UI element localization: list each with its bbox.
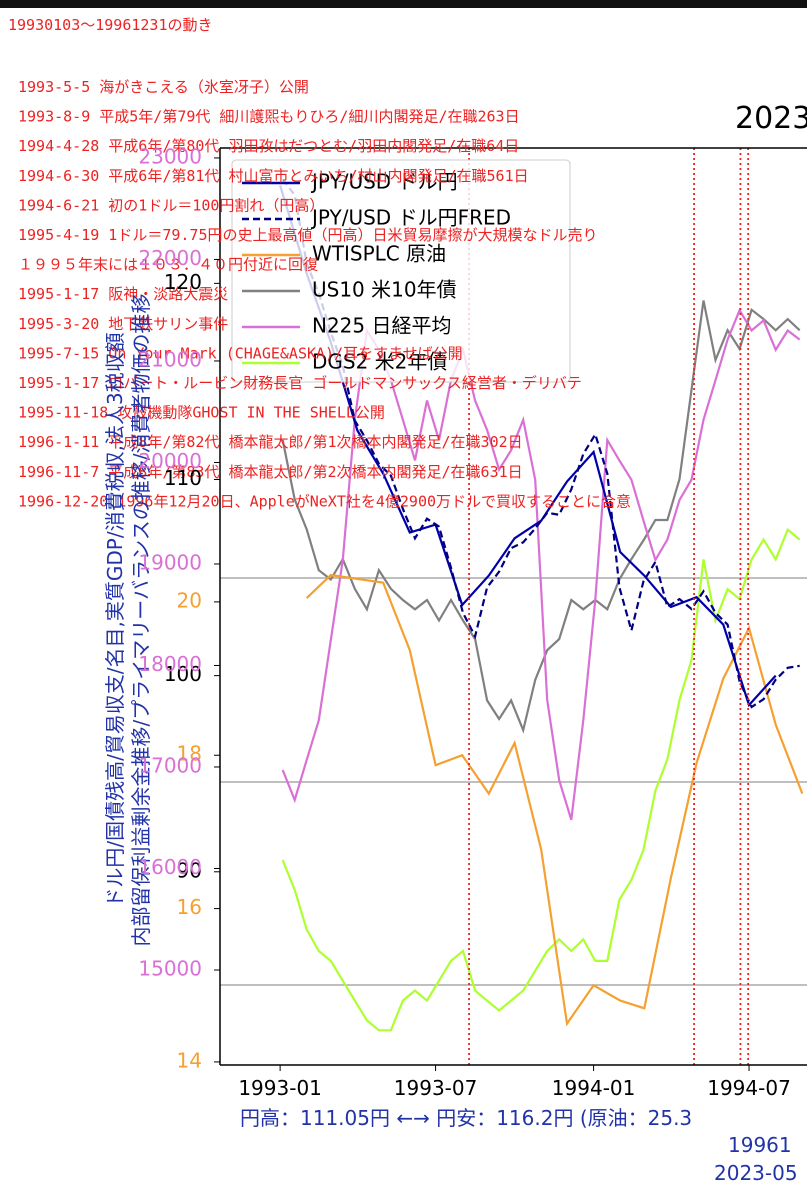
y-tick-label: 21000 xyxy=(138,347,202,371)
footer-text: 19961 xyxy=(728,1133,792,1157)
legend-label: JPY/USD ドル円 xyxy=(310,170,458,194)
y-tick-label: 17000 xyxy=(138,753,202,777)
series-line xyxy=(281,178,800,709)
y-label: ドル円/国債残高/貿易収支/名目,実質GDP/消費税収,法人3税収額 内部留保利… xyxy=(103,294,153,947)
y-axis-label: ドル円/国債残高/貿易収支/名目,実質GDP/消費税収,法人3税収額 xyxy=(103,332,127,907)
annotation: 1994-6-30 平成6年/第81代 村山富市とみいち/村山内閣発足/在職56… xyxy=(18,167,529,185)
annotation: 1993-5-5 海がきこえる（氷室冴子）公開 xyxy=(18,78,309,96)
x-tick-label: 1993-07 xyxy=(394,1076,478,1100)
y-tick-label: 18 xyxy=(177,742,202,766)
footer-text: 円高：111.05円 ←→ 円安：116.2円 (原油：25.3 xyxy=(240,1106,692,1130)
legend-label: N225 日経平均 xyxy=(312,314,452,338)
legend-label: US10 米10年債 xyxy=(312,278,457,302)
y-tick-label: 120 xyxy=(164,270,202,294)
y-tick-label: 110 xyxy=(164,466,202,490)
annotation: 1993-8-9 平成5年/第79代 細川護煕もりひろ/細川内閣発足/在職263… xyxy=(18,108,520,126)
top-bar xyxy=(0,0,807,8)
annotation: 1994-6-21 初の1ドル＝100円割れ（円高） xyxy=(18,196,324,214)
annotations: 1993-5-5 海がきこえる（氷室冴子）公開 1993-8-9 平成5年/第79… xyxy=(18,78,631,510)
annotation: 1996-12-20 1996年12月20日、AppleがNeXT社を4億290… xyxy=(18,492,631,510)
legend-label: JPY/USD ドル円FRED xyxy=(310,206,511,230)
footer-text: 2023-05 xyxy=(714,1161,798,1185)
legend-label: WTISPLC 原油 xyxy=(312,242,446,266)
x-tick-label: 1993-01 xyxy=(238,1076,322,1100)
legend-box xyxy=(231,159,571,383)
legend: JPY/USD ドル円 JPY/USD ドル円FRED WTISPLC 原油 US10… xyxy=(231,159,571,383)
annotation: 1996-11-7 平成8年/第83代 橋本龍太郎/第2次橋本内閣発足/在職63… xyxy=(18,463,523,481)
y-axis-label: 内部留保利益剰余金推移/プライマリーバランスの推移/消費者物価の推移 xyxy=(129,294,153,947)
y-tick-label: 18000 xyxy=(138,652,202,676)
x-tick-label: 1994-01 xyxy=(552,1076,636,1100)
chart-title: 2023 xyxy=(735,101,807,136)
y-tick-label: 16000 xyxy=(138,855,202,879)
y-tick-label: 22000 xyxy=(138,246,202,270)
annotation: 1995-4-19 1ドル＝79.75円の史上最高値（円高）日米貿易摩擦が大規模… xyxy=(18,226,598,244)
annotation: 1995-1-17 阪神・淡路大震災 xyxy=(18,285,228,303)
y-tick-label: 16 xyxy=(177,895,202,919)
y-tick-label: 14 xyxy=(177,1048,202,1072)
subtitle: 19930103〜19961231の動き xyxy=(8,16,213,34)
series-line xyxy=(281,300,801,734)
annotation: 1995-3-20 地下鉄サリン事件 xyxy=(18,315,228,333)
y-tick-label: 100 xyxy=(164,662,202,686)
y-tick-label: 19000 xyxy=(138,550,202,574)
x-tick-label: 1994-07 xyxy=(707,1076,791,1100)
annotation: 1996-1-11 平成8年/第82代 橋本龍太郎/第1次橋本内閣発足/在職30… xyxy=(18,433,523,451)
y-tick-label: 20000 xyxy=(138,449,202,473)
series-line xyxy=(305,573,804,1027)
y-tick-label: 23000 xyxy=(138,144,202,168)
y-tick-label: 90 xyxy=(177,858,202,882)
annotation: 1995-11-18 攻殻機動隊GHOST IN THE SHELL公開 xyxy=(18,404,385,422)
y-tick-label: 15000 xyxy=(138,956,202,980)
y-tick-label: 20 xyxy=(177,588,202,612)
footer: 円高：111.05円 ←→ 円安：116.2円 (原油：25.3 19961 2… xyxy=(240,1106,798,1185)
series-line xyxy=(279,184,777,708)
annotation: １９９５年末には１０３．４０円付近に回復 xyxy=(18,256,318,274)
annotation: 1995-1-17 ロバート・ルービン財務長官 ゴールドマンサックス経営者・デリ… xyxy=(18,374,582,392)
annotation: 1995-7-15 On Your Mark (CHAGE&ASKA)/耳をすま… xyxy=(18,344,463,362)
legend-label: DGS2 米2年債 xyxy=(312,350,447,374)
annotation: 1994-4-28 平成6年/第80代 羽田孜はだつとむ/羽田内閣発足/在職64… xyxy=(18,137,519,155)
